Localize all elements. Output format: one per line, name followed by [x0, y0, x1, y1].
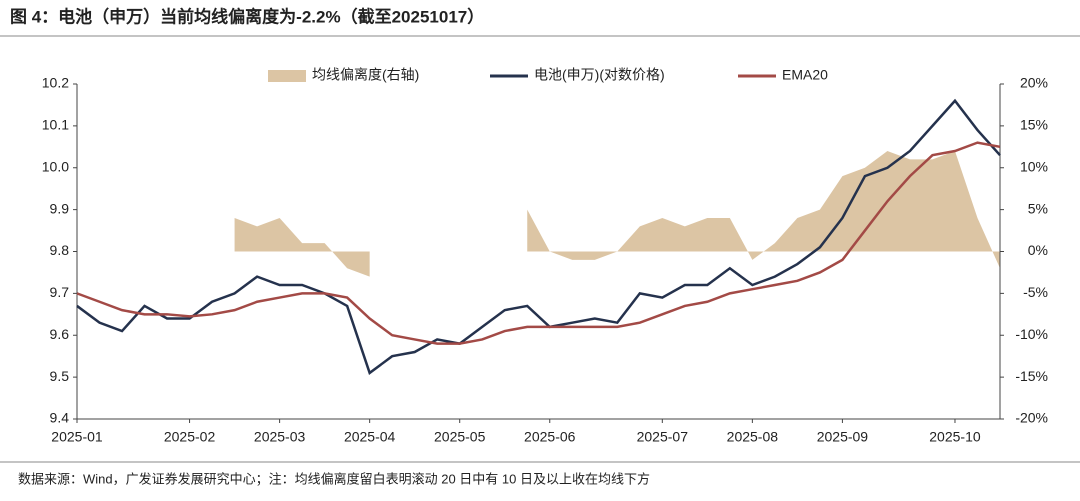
- legend-label: EMA20: [782, 67, 828, 83]
- y-tick-label: 9.5: [50, 368, 70, 384]
- x-tick-label: 2025-01: [51, 429, 103, 445]
- series-line: [76, 141, 1001, 345]
- legend-label: 电池(申万)(对数价格): [534, 67, 665, 83]
- x-tick-label: 2025-06: [524, 429, 576, 445]
- y-tick-label: 9.8: [50, 242, 70, 258]
- y2-tick-label: 0%: [1028, 242, 1048, 258]
- legend-swatch: [268, 70, 306, 82]
- x-tick-label: 2025-09: [817, 429, 869, 445]
- y2-tick-label: 5%: [1028, 200, 1048, 216]
- x-tick-label: 2025-04: [344, 429, 396, 445]
- x-tick-label: 2025-05: [434, 429, 486, 445]
- x-tick-label: 2025-07: [637, 429, 689, 445]
- y-tick-label: 10.0: [42, 158, 69, 174]
- x-tick-label: 2025-02: [164, 429, 216, 445]
- y-tick-label: 9.6: [50, 326, 70, 342]
- y2-tick-label: -10%: [1015, 326, 1048, 342]
- legend-label: 均线偏离度(右轴): [312, 67, 419, 83]
- y-tick-label: 10.1: [42, 117, 69, 133]
- x-tick-label: 2025-03: [254, 429, 306, 445]
- y-tick-label: 10.2: [42, 75, 69, 91]
- y-tick-label: 9.9: [50, 200, 70, 216]
- y2-tick-label: -5%: [1023, 284, 1048, 300]
- chart-title: 图 4：电池（申万）当前均线偏离度为-2.2%（截至20251017）: [10, 6, 484, 26]
- deviation-area: [234, 151, 1000, 277]
- y-tick-label: 9.4: [50, 410, 70, 426]
- x-tick-label: 2025-08: [727, 429, 779, 445]
- series-line: [76, 98, 1001, 375]
- y2-tick-label: -20%: [1015, 410, 1048, 426]
- y2-tick-label: 20%: [1020, 75, 1048, 91]
- y-tick-label: 9.7: [50, 284, 70, 300]
- x-tick-label: 2025-10: [929, 429, 981, 445]
- y2-tick-label: 10%: [1020, 158, 1048, 174]
- y2-tick-label: -15%: [1015, 368, 1048, 384]
- source-note: 数据来源：Wind，广发证券发展研究中心；注：均线偏离度留白表明滚动 20 日中…: [18, 471, 650, 487]
- y2-tick-label: 15%: [1020, 117, 1048, 133]
